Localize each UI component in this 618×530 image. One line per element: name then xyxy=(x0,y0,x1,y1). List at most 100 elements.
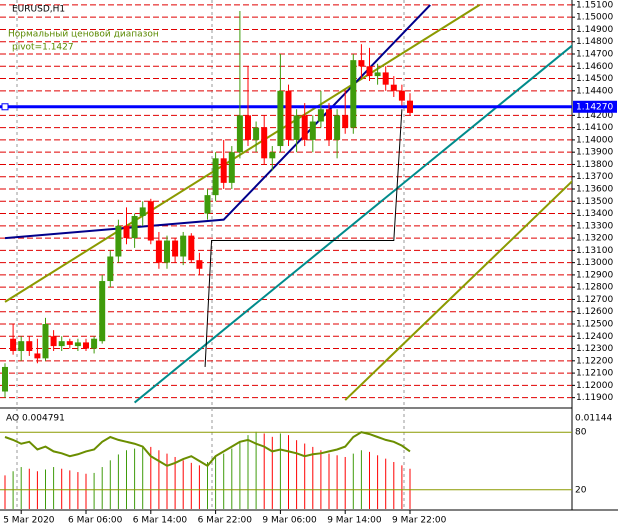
candle-body xyxy=(390,84,397,91)
candle-body xyxy=(91,338,98,349)
y-tick-label: 1.13600 xyxy=(576,185,613,195)
stoch-level-label: 20 xyxy=(575,485,587,495)
y-tick-label: 1.14100 xyxy=(576,123,613,133)
candle-body xyxy=(374,72,381,77)
x-tick-label: 5 Mar 2020 xyxy=(3,516,55,526)
stoch-line xyxy=(4,431,411,468)
y-tick-label: 1.12800 xyxy=(576,283,613,293)
candle-body xyxy=(180,235,187,257)
y-tick-label: 1.13200 xyxy=(576,234,613,244)
x-tick-label: 6 Mar 22:00 xyxy=(198,516,253,526)
candle-body xyxy=(245,115,251,140)
y-tick-label: 1.13900 xyxy=(576,148,613,158)
y-tick-label: 1.14200 xyxy=(576,111,613,121)
pivot-text: pivot=1.1427 xyxy=(12,43,74,53)
y-tick-label: 1.14500 xyxy=(576,74,613,84)
candle-body xyxy=(26,341,33,351)
y-tick-label: 1.14000 xyxy=(576,135,613,145)
y-tick-label: 1.12300 xyxy=(576,344,613,354)
x-tick-label: 9 Mar 14:00 xyxy=(327,516,382,526)
y-tick-label: 1.15100 xyxy=(576,0,613,10)
candle-body xyxy=(147,201,154,241)
candle-body xyxy=(342,115,349,128)
candle-body xyxy=(66,341,73,345)
candle-body xyxy=(269,152,276,159)
pivot-handle xyxy=(1,103,9,111)
candle-body xyxy=(212,158,219,196)
candle-body xyxy=(285,90,292,140)
y-tick-label: 1.12500 xyxy=(576,320,613,330)
candle-body xyxy=(50,336,57,347)
candle-body xyxy=(2,366,8,392)
candle-body xyxy=(123,225,130,239)
candle-body xyxy=(228,152,235,183)
y-tick-label: 1.12900 xyxy=(576,270,613,280)
candle-body xyxy=(131,216,138,239)
y-tick-label: 1.14400 xyxy=(576,86,613,96)
ao-top-label: 0.01144 xyxy=(575,414,612,424)
candle-body xyxy=(334,115,341,140)
stoch-level-label: 80 xyxy=(575,428,587,438)
candle-body xyxy=(317,109,324,122)
y-tick-label: 1.13100 xyxy=(576,246,613,256)
candle-body xyxy=(164,240,170,263)
pivot-label: 1.14270 xyxy=(576,102,613,112)
candle-body xyxy=(58,341,65,347)
y-tick-label: 1.12700 xyxy=(576,295,613,305)
x-tick-label: 9 Mar 06:00 xyxy=(262,516,317,526)
candle-body xyxy=(261,127,268,159)
y-tick-label: 1.12400 xyxy=(576,332,613,342)
candle-body xyxy=(398,90,405,101)
candle-body xyxy=(366,66,373,77)
candle-body xyxy=(326,109,332,140)
channel-line xyxy=(204,109,403,367)
candle-body xyxy=(139,207,146,216)
y-tick-label: 1.13000 xyxy=(576,258,613,268)
channel-line xyxy=(344,180,572,401)
candle-body xyxy=(253,127,260,140)
y-tick-label: 1.12200 xyxy=(576,356,613,366)
candle-body xyxy=(350,60,357,128)
candle-body xyxy=(196,260,203,269)
y-tick-label: 1.13400 xyxy=(576,209,613,219)
y-tick-label: 1.14600 xyxy=(576,62,613,72)
candle-body xyxy=(83,342,89,349)
candle-body xyxy=(293,115,300,140)
channel-line xyxy=(4,4,481,303)
y-tick-label: 1.14900 xyxy=(576,25,613,35)
candle-body xyxy=(236,115,243,153)
y-tick-label: 1.11900 xyxy=(576,393,613,403)
y-tick-label: 1.15000 xyxy=(576,13,613,23)
y-tick-label: 1.14700 xyxy=(576,50,613,60)
x-tick-label: 9 Mar 22:00 xyxy=(392,516,447,526)
candle-body xyxy=(34,353,41,359)
candle-body xyxy=(42,324,49,359)
candle-body xyxy=(74,342,81,347)
x-tick-label: 6 Mar 14:00 xyxy=(133,516,188,526)
y-tick-label: 1.12600 xyxy=(576,307,613,317)
candle-body xyxy=(358,60,365,67)
candle-body xyxy=(99,281,106,342)
candle-body xyxy=(188,235,195,261)
candle-body xyxy=(107,256,114,282)
y-tick-label: 1.13500 xyxy=(576,197,613,207)
y-tick-label: 1.12100 xyxy=(576,369,613,379)
subtitle: Нормальный ценовой диапазон xyxy=(8,30,159,40)
candle-body xyxy=(277,90,284,147)
candle-body xyxy=(407,100,413,113)
pivot-label-bg xyxy=(573,100,617,113)
y-tick-label: 1.13300 xyxy=(576,221,613,231)
x-tick-label: 6 Mar 06:00 xyxy=(68,516,123,526)
y-tick-label: 1.12000 xyxy=(576,381,613,391)
candle-body xyxy=(115,225,122,257)
candle-body xyxy=(10,338,17,351)
candle-body xyxy=(18,341,25,351)
y-tick-label: 1.14800 xyxy=(576,37,613,47)
candle-body xyxy=(220,158,227,183)
candle-body xyxy=(172,240,179,257)
candle-body xyxy=(204,195,211,214)
candle-body xyxy=(301,115,308,140)
y-tick-label: 1.13700 xyxy=(576,172,613,182)
candle-body xyxy=(309,121,316,140)
